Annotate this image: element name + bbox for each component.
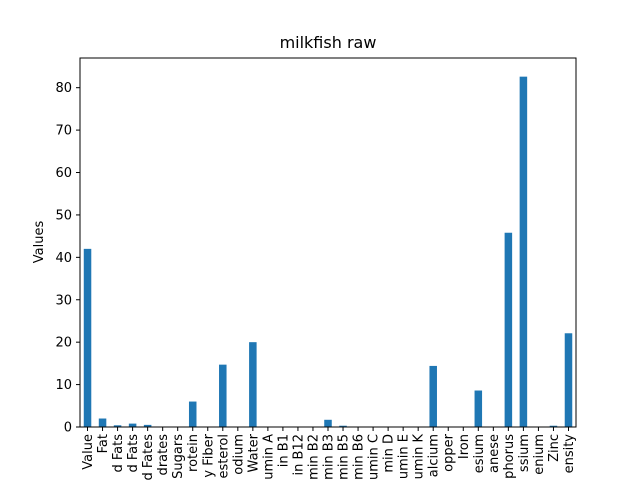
- plot-frame: [79, 57, 577, 428]
- x-tick-label: ssium: [517, 434, 532, 472]
- bar: [549, 425, 558, 427]
- x-tick-label: min B6: [352, 434, 367, 480]
- x-tick-label: odium: [231, 434, 246, 475]
- x-tick-label: y Fiber: [201, 433, 216, 477]
- x-tick-label: Fat: [96, 434, 111, 453]
- x-tick-label: Water: [246, 433, 261, 472]
- bar: [128, 423, 137, 427]
- x-tick-label: Value: [81, 434, 96, 470]
- x-tick-label: esium: [472, 434, 487, 473]
- x-tick-label: umin K: [412, 434, 427, 480]
- x-tick-label: Sugars: [171, 434, 186, 479]
- x-tick-label: anese: [487, 434, 502, 473]
- x-tick-label: d Fates: [141, 434, 156, 480]
- y-axis-label: Values: [32, 221, 47, 264]
- y-tick-label: 0: [64, 421, 72, 436]
- bar: [564, 333, 573, 427]
- bar: [113, 425, 122, 427]
- bar: [429, 365, 437, 427]
- x-tick-label: min B3: [322, 434, 337, 480]
- bars: [83, 76, 573, 427]
- bar: [98, 418, 107, 427]
- bar: [143, 424, 152, 427]
- x-tick-label: in B12: [291, 434, 306, 475]
- y-tick-label: 20: [55, 336, 72, 351]
- x-tick-label: phorus: [502, 434, 517, 479]
- x-tick-label: opper: [442, 433, 457, 471]
- x-tick-label: drates: [156, 434, 171, 476]
- x-tick-label: umin E: [397, 434, 412, 479]
- y-axis-ticks: 0 10 20 30 40 50 60 70 80: [55, 81, 80, 436]
- y-tick-label: 80: [55, 81, 72, 96]
- x-tick-label: min D: [382, 434, 397, 473]
- x-tick-label: Zinc: [547, 434, 562, 462]
- y-tick-label: 50: [55, 208, 72, 223]
- bar: [83, 248, 92, 427]
- y-tick-label: 70: [55, 124, 72, 139]
- bar: [519, 76, 528, 427]
- x-tick-label: umin C: [367, 434, 382, 480]
- x-tick-label: enium: [532, 434, 547, 475]
- x-tick-label: rotein: [186, 434, 201, 472]
- bar: [188, 401, 197, 427]
- bar: [219, 364, 227, 427]
- bar: [474, 390, 483, 427]
- x-tick-label: umin A: [261, 434, 276, 480]
- x-tick-label: alcium: [427, 434, 442, 477]
- bar: [249, 342, 257, 427]
- y-tick-label: 60: [55, 166, 72, 181]
- chart-title: milkfish raw: [280, 33, 377, 52]
- x-tick-label: Iron: [457, 434, 472, 459]
- x-axis-ticks: Value Fat d Fats d Fats d Fates drates Sugars r…: [81, 427, 577, 480]
- x-tick-label: esterol: [216, 434, 231, 479]
- bar: [504, 232, 513, 427]
- x-tick-label: d Fats: [126, 434, 141, 473]
- x-tick-label: in B1: [276, 434, 291, 467]
- x-tick-label: min B5: [337, 434, 352, 480]
- y-tick-label: 10: [55, 378, 72, 393]
- x-tick-label: d Fats: [111, 434, 126, 473]
- y-tick-label: 30: [55, 293, 72, 308]
- x-tick-label: min B2: [306, 434, 321, 480]
- y-tick-label: 40: [55, 251, 72, 266]
- bar: [324, 419, 332, 427]
- bar: [339, 425, 347, 427]
- x-tick-label: ensity: [562, 434, 577, 474]
